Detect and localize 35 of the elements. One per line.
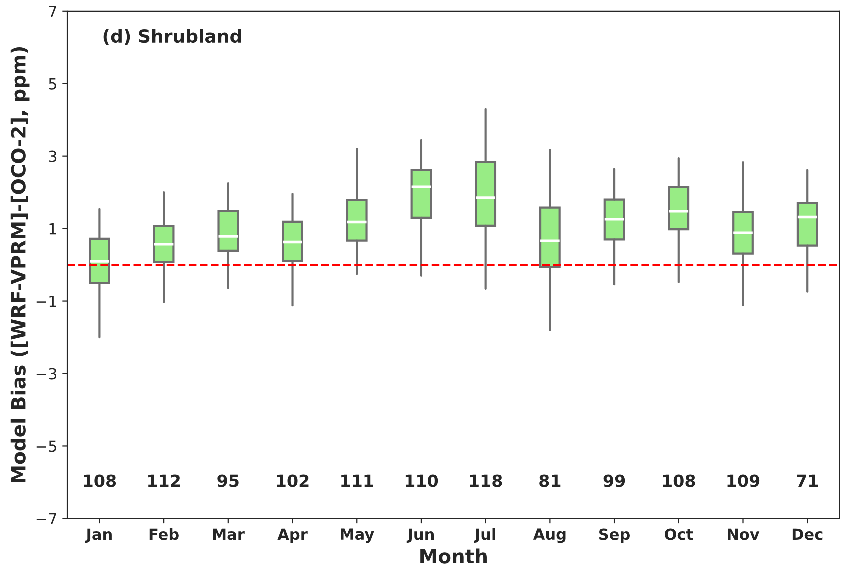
y-tick-label: 7 — [49, 6, 56, 18]
x-tick-label: Nov — [728, 528, 760, 540]
x-tick-label: Jan — [85, 528, 112, 544]
y-axis-title: Model Bias ([WRF-VPRM]-[OCO-2], ppm) — [10, 47, 30, 483]
x-tick-label: Jul — [474, 528, 496, 544]
x-tick-label: Oct — [664, 528, 694, 540]
x-tick-label: Apr — [278, 528, 308, 544]
annotation: 112 — [148, 474, 180, 488]
y-tick-label: −1 — [36, 296, 56, 308]
x-tick-label: Dec — [792, 528, 823, 540]
annotation: 81 — [540, 474, 561, 488]
x-tick-label: Jun — [406, 528, 434, 544]
annotation: 95 — [218, 474, 239, 488]
annotation: 99 — [604, 474, 626, 488]
y-tick-label: 1 — [50, 223, 56, 235]
y-tick-label: −7 — [36, 513, 56, 525]
y-tick-label: −3 — [36, 368, 57, 380]
annotation: 110 — [406, 474, 438, 488]
annotation: 108 — [84, 474, 116, 488]
annotation: 109 — [728, 474, 760, 488]
x-tick-label: Sep — [599, 528, 630, 544]
annotation: 102 — [277, 474, 309, 488]
annotation: 118 — [470, 474, 502, 488]
x-tick-label: Mar — [213, 528, 245, 540]
x-tick-label: Aug — [533, 528, 566, 544]
x-axis-title: Month — [420, 548, 487, 564]
annotation: 111 — [342, 474, 374, 488]
x-tick-label: Feb — [150, 528, 179, 540]
y-tick-label: 5 — [49, 78, 56, 90]
text: (d) Shrubland — [104, 29, 242, 46]
y-tick-label: 3 — [49, 150, 57, 162]
annotation: 108 — [663, 474, 696, 488]
annotation: 71 — [797, 474, 818, 488]
y-tick-label: −5 — [36, 440, 56, 452]
x-tick-label: May — [341, 528, 374, 544]
